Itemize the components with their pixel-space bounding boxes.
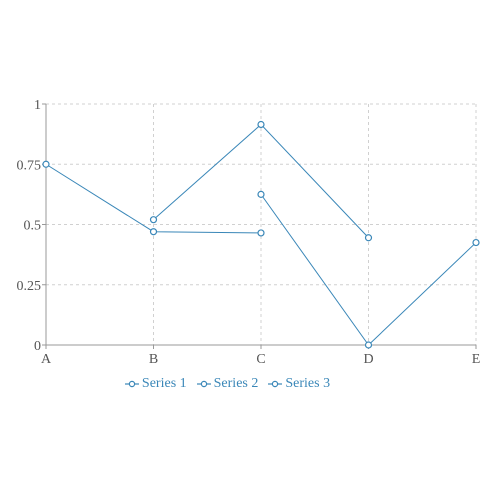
series-group xyxy=(42,120,480,349)
data-point[interactable] xyxy=(364,234,373,242)
legend-item-series-2[interactable]: Series 2 xyxy=(196,376,259,392)
legend-label: Series 3 xyxy=(285,376,331,391)
data-point[interactable] xyxy=(149,216,158,224)
y-tick-label: 1 xyxy=(34,98,41,113)
y-tick-label: 0.75 xyxy=(17,158,42,173)
legend-label: Series 2 xyxy=(213,376,259,391)
legend-line-marker-icon xyxy=(268,380,283,388)
data-point[interactable] xyxy=(257,120,265,129)
y-tick-label: 0.5 xyxy=(24,219,42,234)
y-tick-label: 0 xyxy=(34,339,41,354)
legend-line-marker-icon xyxy=(124,380,139,388)
legend: Series 1 Series 2 Series 3 xyxy=(0,376,455,392)
legend-item-series-3[interactable]: Series 3 xyxy=(268,376,330,392)
series-1 xyxy=(42,160,265,237)
y-tick-label: 0.25 xyxy=(17,279,42,294)
x-tick-label: B xyxy=(149,352,158,367)
series-3 xyxy=(257,190,480,349)
legend-item-series-1[interactable]: Series 1 xyxy=(124,376,187,392)
data-point[interactable] xyxy=(257,190,265,198)
data-point[interactable] xyxy=(149,228,158,236)
data-point[interactable] xyxy=(364,341,373,349)
series-2 xyxy=(149,120,373,242)
x-tick-label: E xyxy=(472,352,481,367)
legend-line-marker-icon xyxy=(196,380,211,388)
axes: 0 0.25 0.5 0.75 1 A B C D E xyxy=(17,98,481,367)
legend-label: Series 1 xyxy=(141,376,187,391)
grid xyxy=(46,103,477,345)
data-point[interactable] xyxy=(257,229,265,237)
data-point[interactable] xyxy=(472,238,480,247)
data-point[interactable] xyxy=(42,160,50,168)
x-tick-label: D xyxy=(363,352,373,367)
x-tick-label: A xyxy=(41,352,52,367)
x-tick-label: C xyxy=(256,352,265,367)
